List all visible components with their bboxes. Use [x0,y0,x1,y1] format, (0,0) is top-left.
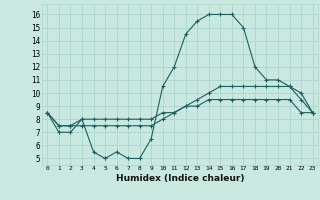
X-axis label: Humidex (Indice chaleur): Humidex (Indice chaleur) [116,174,244,183]
